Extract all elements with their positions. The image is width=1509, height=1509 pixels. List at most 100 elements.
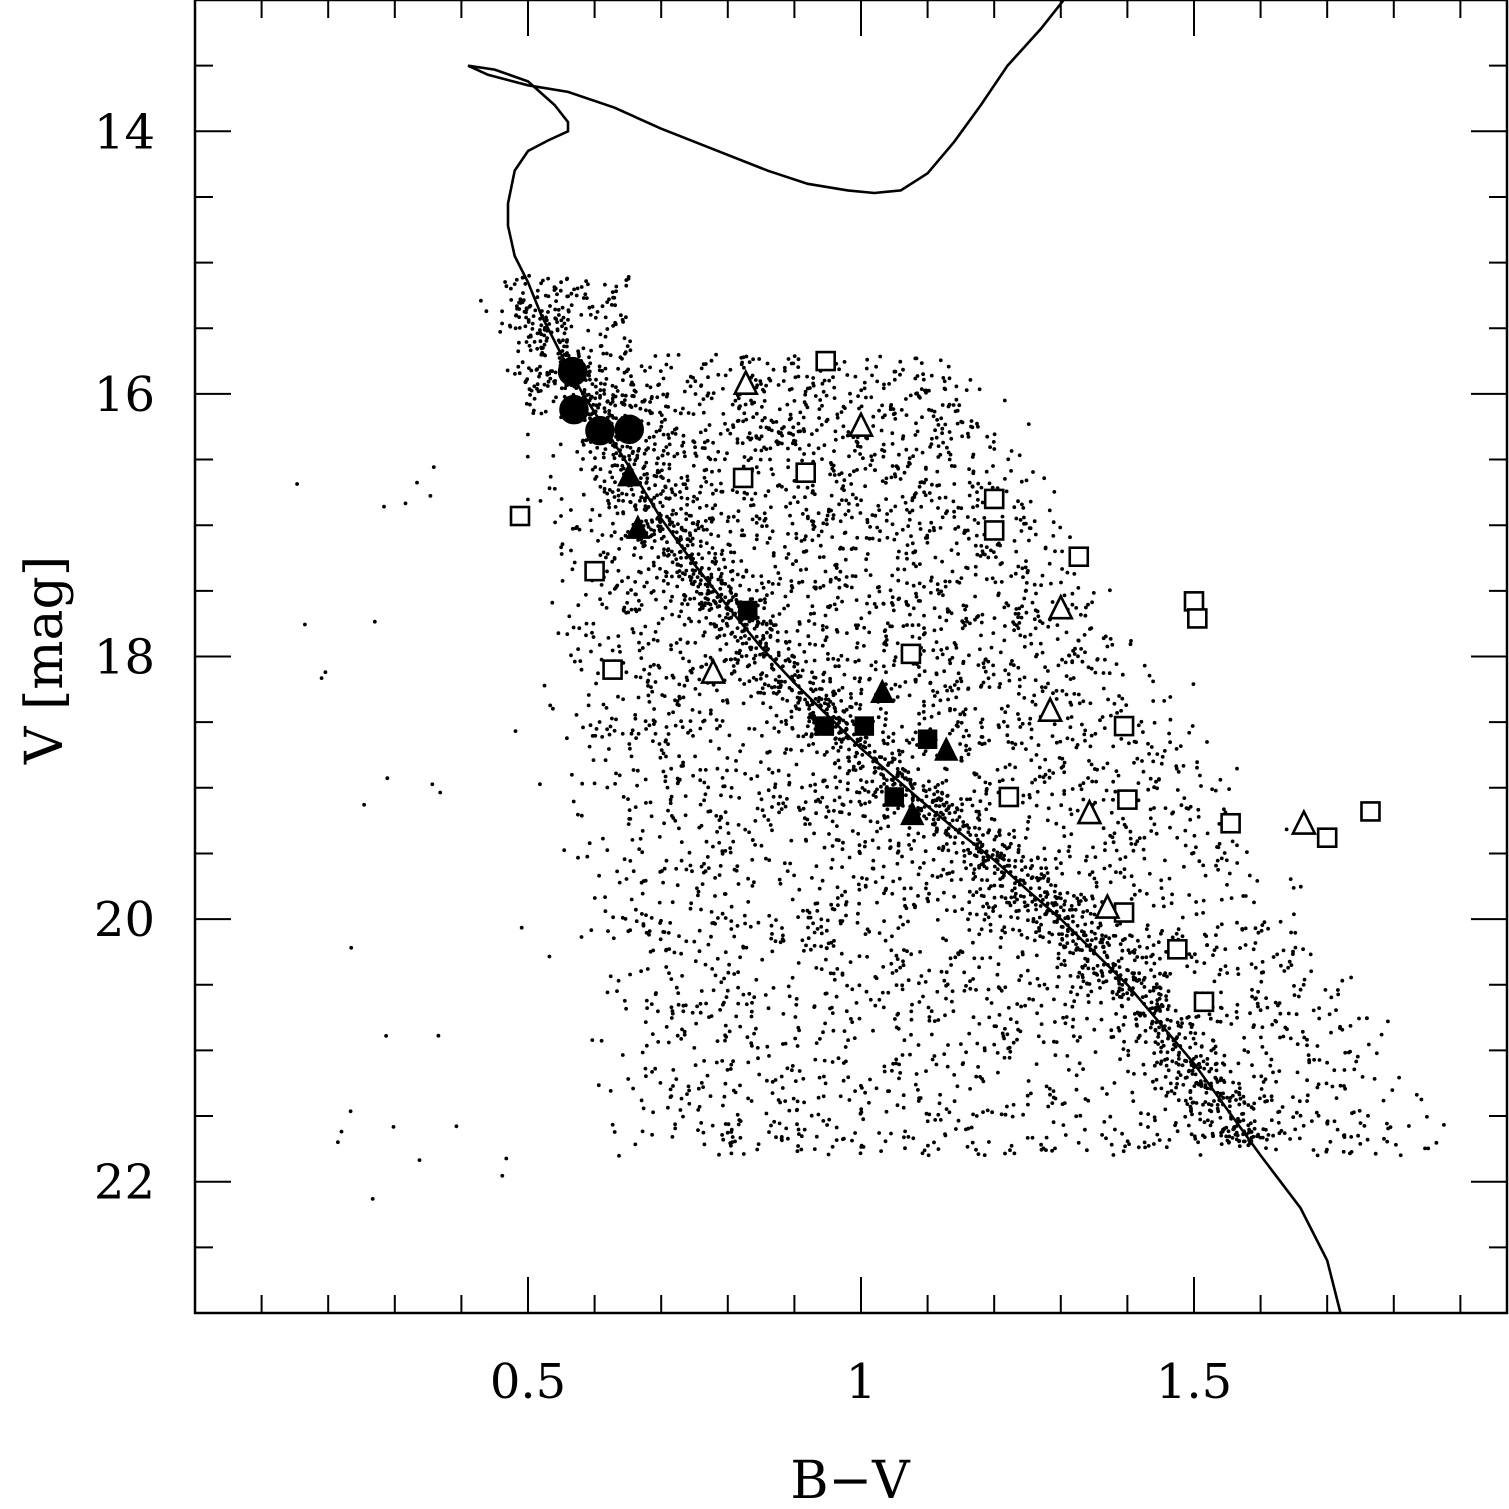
field-star	[941, 376, 946, 380]
field-star	[1100, 937, 1105, 942]
field-star	[1117, 694, 1121, 698]
field-star	[1007, 678, 1012, 683]
field-star	[1190, 1112, 1194, 1117]
field-star	[1058, 891, 1063, 896]
field-star	[1050, 792, 1054, 797]
field-star	[882, 919, 886, 923]
field-star	[1068, 908, 1072, 912]
field-star	[995, 853, 1000, 858]
field-star	[863, 814, 867, 819]
field-star	[906, 978, 911, 983]
field-star	[1142, 663, 1147, 668]
field-star	[763, 993, 768, 997]
field-star	[596, 538, 600, 543]
field-star	[1214, 945, 1219, 950]
field-star	[966, 847, 971, 852]
field-star	[960, 434, 964, 439]
field-star	[653, 442, 657, 446]
field-star	[1235, 861, 1240, 865]
field-star	[973, 617, 977, 622]
field-star	[650, 545, 654, 550]
field-star	[907, 741, 912, 745]
field-star	[719, 815, 724, 820]
field-star	[1002, 605, 1007, 610]
field-star	[1091, 845, 1095, 850]
field-star	[950, 569, 955, 574]
field-star	[816, 699, 821, 704]
field-star	[538, 328, 542, 332]
field-star	[672, 553, 677, 557]
field-star	[862, 386, 867, 391]
field-star	[1061, 944, 1066, 948]
field-star	[784, 718, 788, 723]
field-star	[828, 472, 832, 477]
field-star	[742, 411, 747, 416]
field-star	[597, 402, 602, 407]
field-star	[601, 451, 606, 456]
field-star	[531, 314, 536, 318]
field-star	[593, 465, 598, 469]
field-star	[1015, 897, 1019, 902]
field-star	[884, 778, 889, 782]
field-star	[546, 276, 550, 281]
field-star	[878, 354, 883, 359]
field-star	[1199, 784, 1203, 788]
field-star	[1016, 564, 1021, 569]
field-star	[772, 726, 777, 730]
field-star	[876, 846, 881, 850]
field-star	[1076, 692, 1081, 697]
field-star	[618, 650, 622, 654]
field-star	[767, 858, 772, 862]
field-star	[732, 972, 737, 976]
field-star	[1031, 919, 1036, 924]
field-star	[749, 456, 753, 461]
field-star	[895, 641, 900, 646]
field-star	[865, 436, 870, 441]
field-star	[1255, 879, 1260, 883]
field-star	[608, 974, 613, 979]
field-star	[981, 904, 985, 909]
field-star	[930, 1057, 935, 1062]
field-star	[717, 840, 722, 845]
field-star	[777, 1121, 782, 1126]
field-star	[838, 779, 843, 784]
field-star	[1216, 845, 1221, 850]
field-star	[682, 1029, 687, 1034]
field-star	[572, 287, 576, 292]
field-star	[1135, 839, 1140, 844]
field-star	[1163, 858, 1167, 863]
field-star	[824, 957, 828, 962]
field-star	[735, 437, 740, 442]
field-star	[1157, 777, 1161, 781]
field-star	[616, 493, 621, 498]
field-star	[746, 458, 751, 463]
field-star	[657, 428, 662, 433]
field-star	[1120, 696, 1125, 701]
field-star	[667, 971, 671, 975]
field-star	[734, 759, 738, 763]
field-star	[949, 548, 954, 552]
field-star	[759, 843, 764, 848]
field-star	[650, 533, 654, 538]
field-star	[981, 661, 986, 666]
field-star	[917, 521, 922, 526]
field-star	[1194, 900, 1198, 904]
field-star	[1308, 952, 1313, 957]
field-star	[826, 702, 830, 707]
field-star	[1207, 1069, 1212, 1074]
field-star	[586, 693, 591, 697]
field-star	[1358, 1142, 1363, 1146]
field-star	[900, 983, 905, 988]
field-star	[1102, 950, 1107, 955]
field-star	[961, 823, 966, 828]
field-star	[1187, 952, 1192, 957]
field-star	[996, 1070, 1000, 1075]
field-star	[774, 1135, 778, 1140]
field-star	[766, 1006, 771, 1011]
field-star	[1046, 1104, 1051, 1109]
field-star	[672, 950, 677, 955]
field-star	[1228, 1069, 1233, 1074]
field-star	[889, 777, 894, 782]
field-star	[897, 596, 902, 601]
field-star	[1006, 740, 1011, 744]
